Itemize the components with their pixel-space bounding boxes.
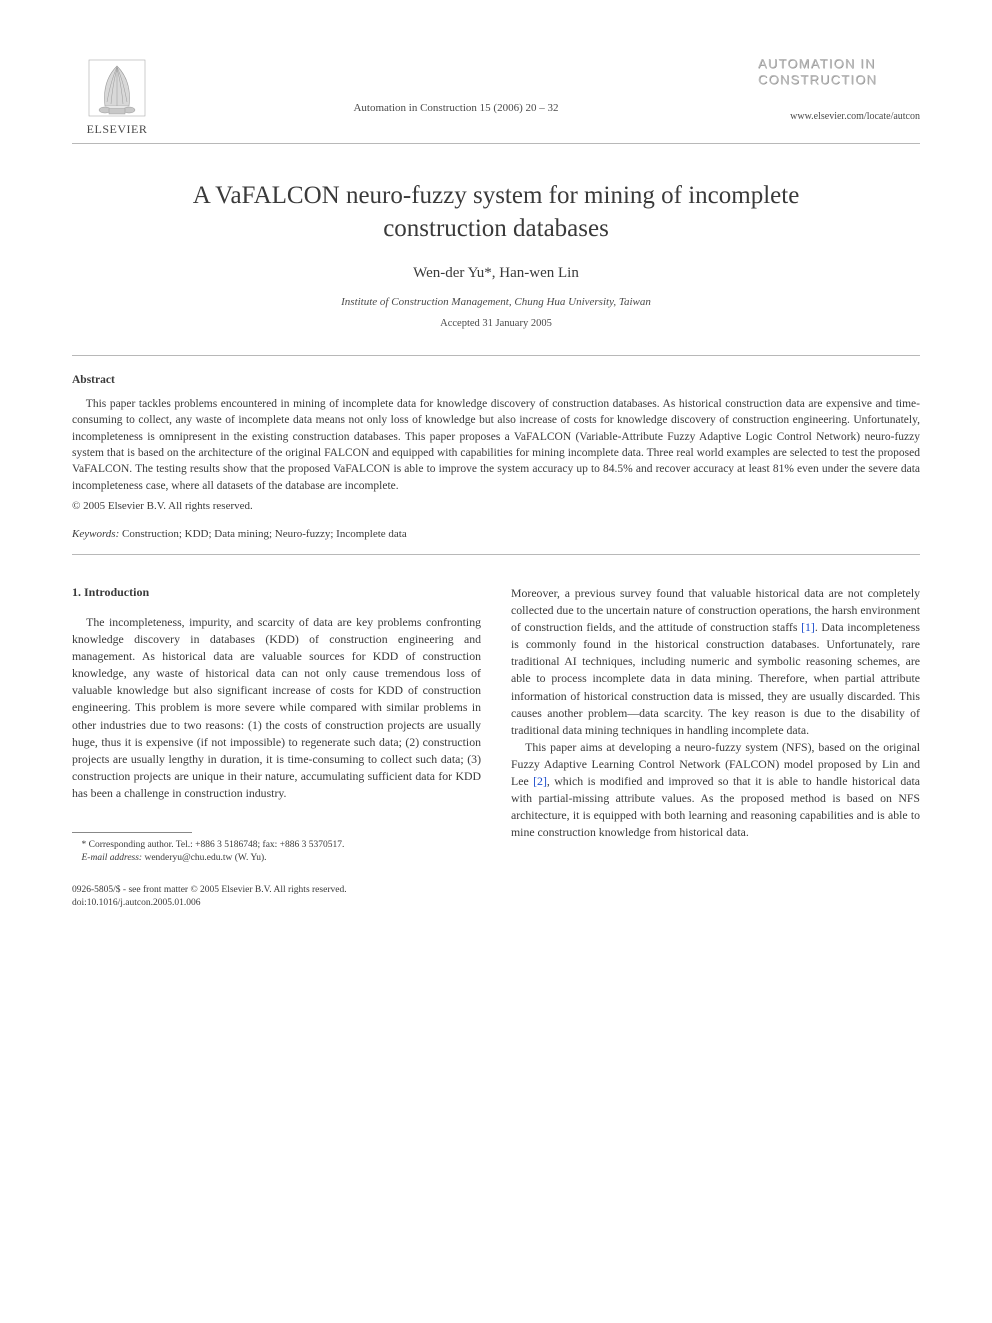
intro-para-1: The incompleteness, impurity, and scarci… — [72, 614, 481, 802]
right-column: Moreover, a previous survey found that v… — [511, 585, 920, 910]
header-rule — [72, 143, 920, 144]
elsevier-logo-icon — [85, 56, 149, 120]
journal-url: www.elsevier.com/locate/autcon — [750, 111, 920, 122]
paper-title: A VaFALCON neuro-fuzzy system for mining… — [132, 180, 860, 245]
email-value: wenderyu@chu.edu.tw (W. Yu). — [142, 853, 266, 863]
journal-title: AUTOMATION IN CONSTRUCTION — [750, 56, 920, 89]
abstract-block: Abstract This paper tackles problems enc… — [72, 374, 920, 512]
publisher-name: ELSEVIER — [87, 122, 148, 137]
front-matter-line: 0926-5805/$ - see front matter © 2005 El… — [72, 884, 481, 897]
journal-title-line2: CONSTRUCTION — [758, 72, 920, 88]
ref-link-1[interactable]: [1] — [801, 620, 815, 634]
abstract-heading: Abstract — [72, 374, 920, 386]
footer-block: 0926-5805/$ - see front matter © 2005 El… — [72, 884, 481, 911]
post-keywords-rule — [72, 554, 920, 555]
affiliation-line: Institute of Construction Management, Ch… — [72, 296, 920, 308]
intro-para-2-post: . Data incompleteness is commonly found … — [511, 620, 920, 737]
abstract-copyright: © 2005 Elsevier B.V. All rights reserved… — [72, 500, 920, 512]
publisher-block: ELSEVIER — [72, 56, 162, 137]
corresponding-author-footnote: * Corresponding author. Tel.: +886 3 518… — [72, 839, 481, 852]
footnote-rule — [72, 832, 192, 833]
keywords-text: Construction; KDD; Data mining; Neuro-fu… — [119, 528, 406, 540]
journal-block: AUTOMATION IN CONSTRUCTION www.elsevier.… — [750, 56, 920, 122]
keywords-label: Keywords: — [72, 528, 119, 540]
doi-line: doi:10.1016/j.autcon.2005.01.006 — [72, 897, 481, 910]
section-heading-intro: 1. Introduction — [72, 585, 481, 600]
paper-header: ELSEVIER Automation in Construction 15 (… — [72, 56, 920, 137]
keywords-line: Keywords: Construction; KDD; Data mining… — [72, 528, 920, 540]
email-label: E-mail address: — [82, 853, 143, 863]
intro-para-3-post: , which is modified and improved so that… — [511, 774, 920, 839]
pre-abstract-rule — [72, 355, 920, 356]
abstract-text: This paper tackles problems encountered … — [72, 396, 920, 494]
intro-para-2: Moreover, a previous survey found that v… — [511, 585, 920, 739]
authors-line: Wen-der Yu*, Han-wen Lin — [72, 265, 920, 282]
ref-link-2[interactable]: [2] — [533, 774, 547, 788]
journal-title-line1: AUTOMATION IN — [758, 56, 920, 72]
intro-para-3: This paper aims at developing a neuro-fu… — [511, 739, 920, 842]
email-footnote: E-mail address: wenderyu@chu.edu.tw (W. … — [72, 852, 481, 865]
citation-line: Automation in Construction 15 (2006) 20 … — [162, 56, 750, 114]
left-column: 1. Introduction The incompleteness, impu… — [72, 585, 481, 910]
accepted-date: Accepted 31 January 2005 — [72, 318, 920, 329]
body-columns: 1. Introduction The incompleteness, impu… — [72, 585, 920, 910]
